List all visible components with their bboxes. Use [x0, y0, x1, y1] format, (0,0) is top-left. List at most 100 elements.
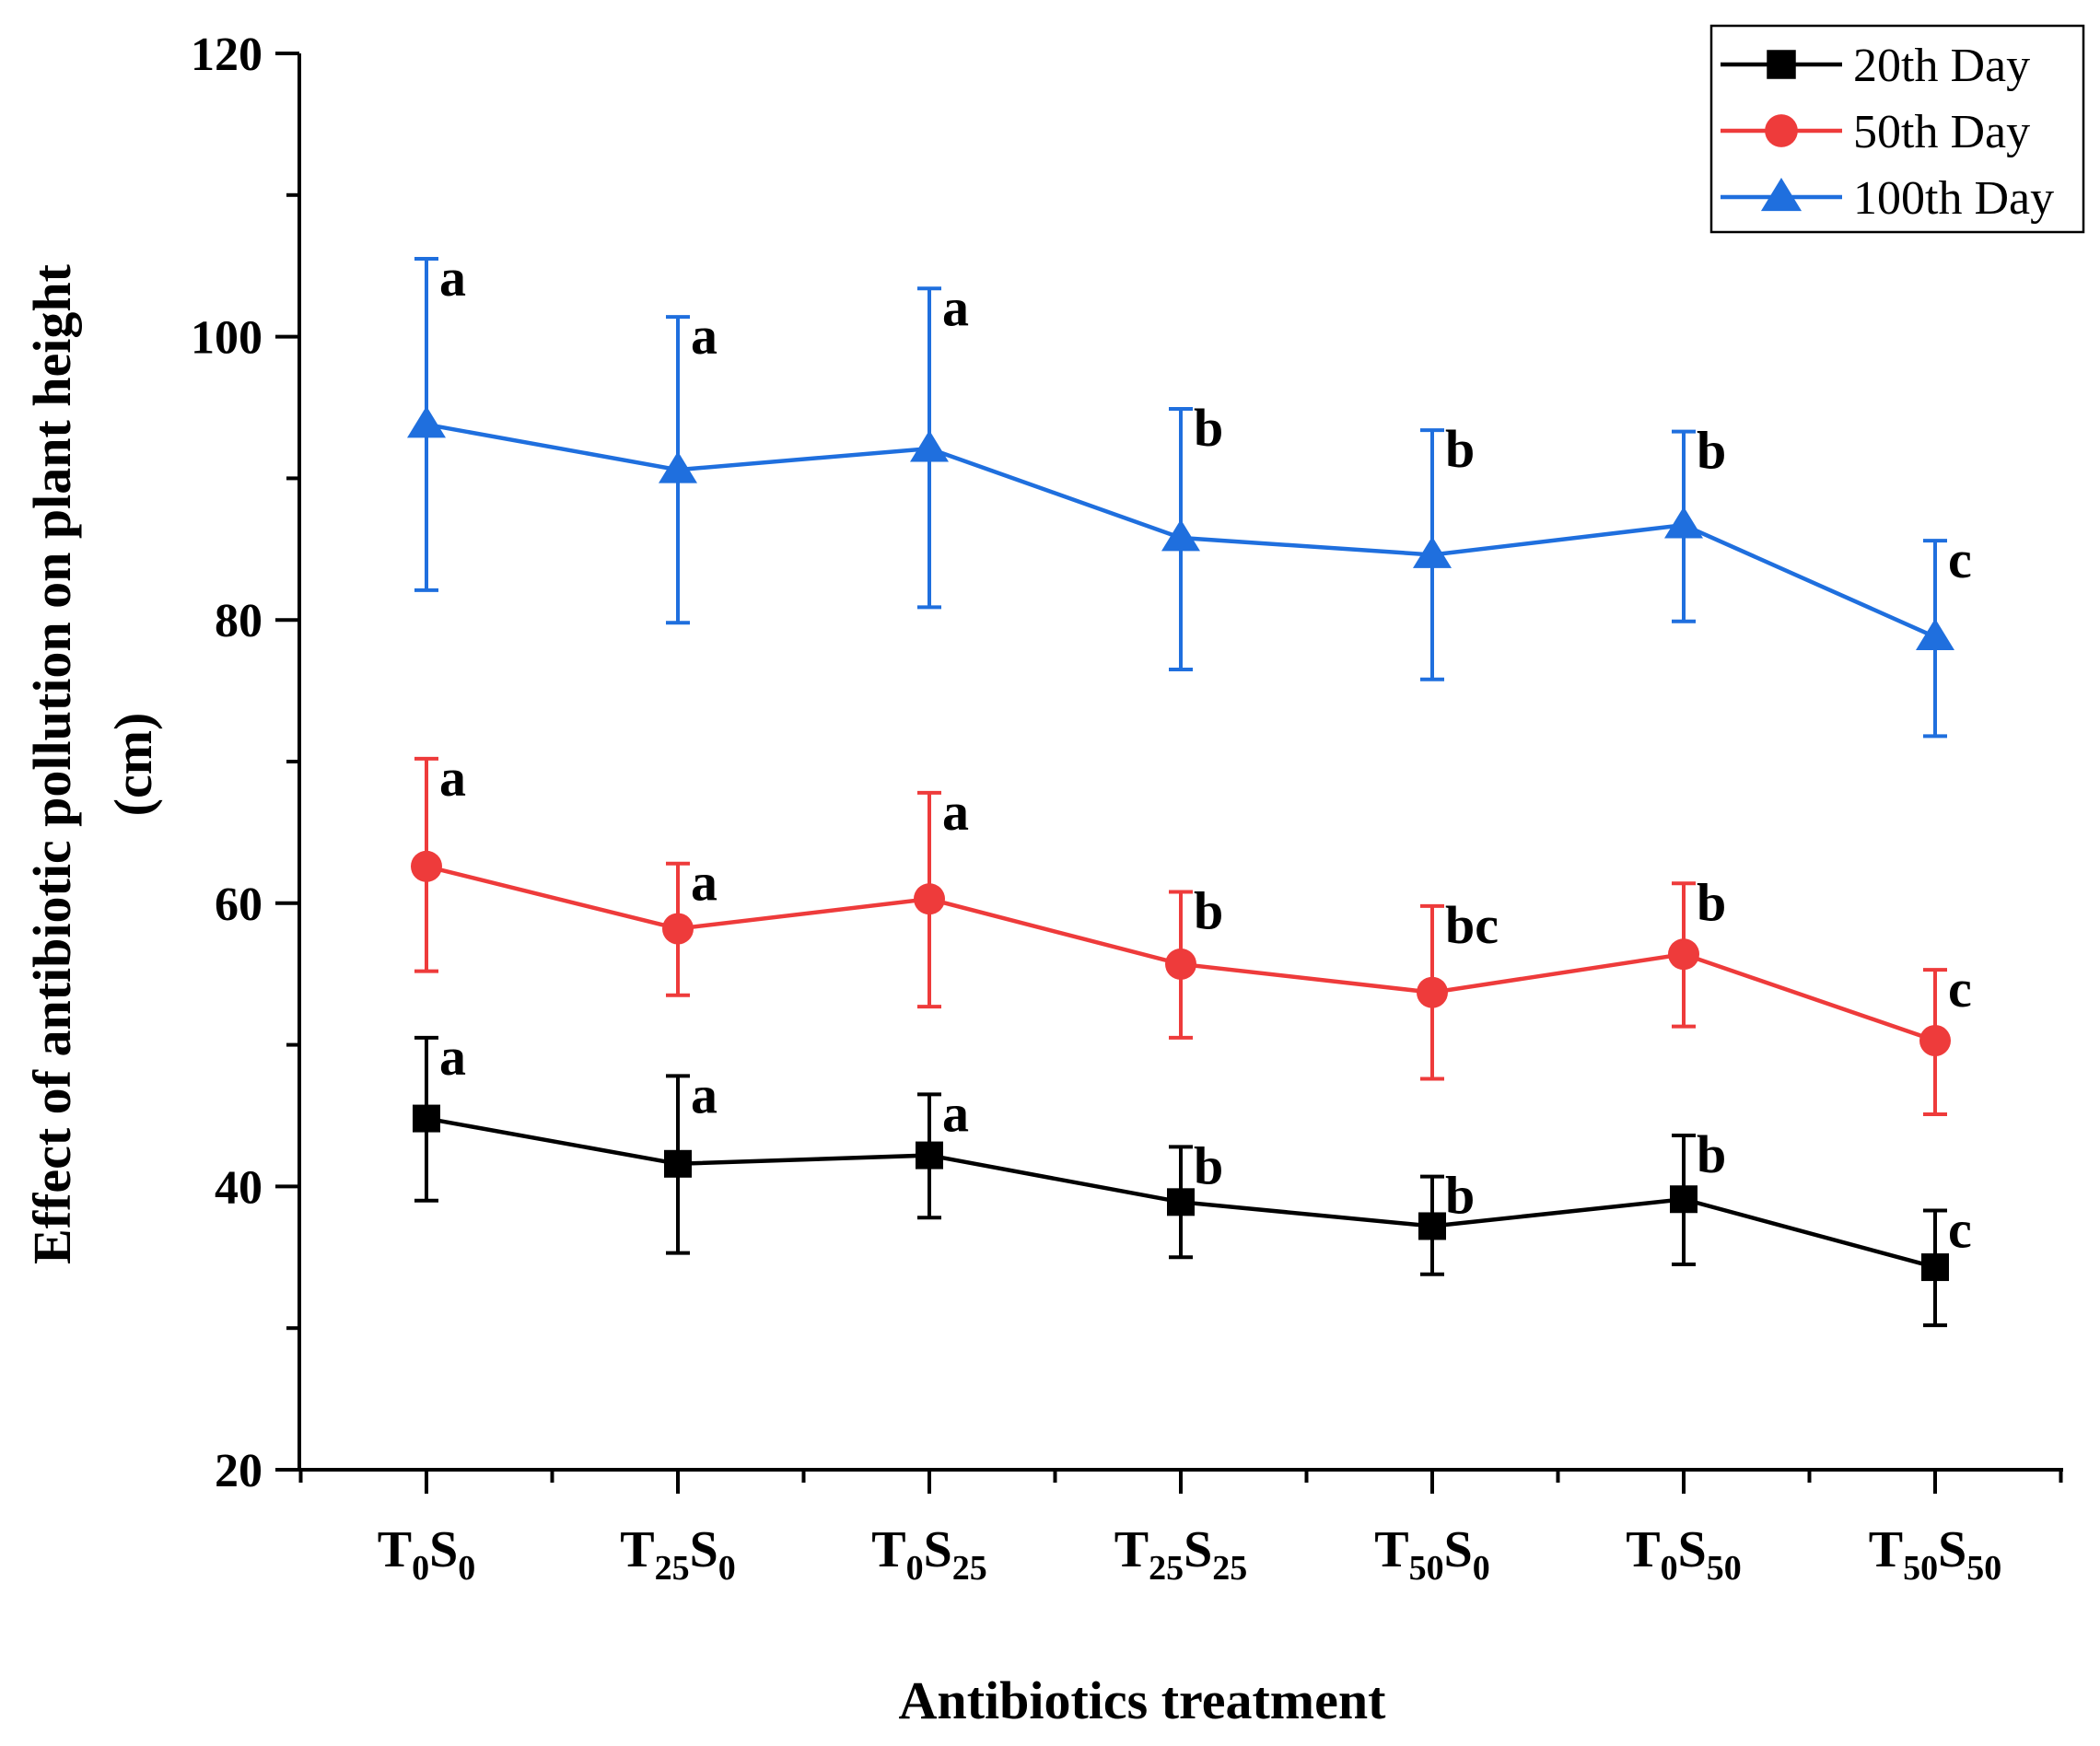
x-tick-label-subscript: 25 — [1212, 1549, 1247, 1588]
y-tick-label: 60 — [215, 879, 262, 931]
significance-letter: b — [1194, 880, 1223, 940]
x-tick-label-subscript: 50 — [1966, 1549, 2001, 1588]
data-point — [411, 850, 442, 882]
significance-letter: b — [1445, 1166, 1475, 1226]
x-tick-label: T0S0 — [378, 1521, 476, 1588]
x-tick-label-base: S — [690, 1521, 718, 1578]
series-50th-day — [411, 756, 1951, 1116]
x-tick-label-base: T — [1114, 1521, 1149, 1578]
y-tick-label: 20 — [215, 1445, 262, 1497]
data-point — [1418, 1212, 1446, 1240]
significance-letter: a — [439, 1027, 466, 1087]
significance-letter: a — [439, 748, 466, 808]
data-point — [407, 405, 446, 438]
legend: 20th Day 50th Day 100th Day — [1709, 24, 2085, 234]
significance-letter: a — [439, 248, 466, 308]
significance-letter: b — [1194, 398, 1223, 458]
series-20th-day — [413, 1035, 1949, 1328]
x-tick-label-base: T — [1869, 1521, 1903, 1578]
legend-marker — [1765, 114, 1798, 147]
data-point — [1417, 976, 1448, 1008]
x-tick-label-base: T — [620, 1521, 654, 1578]
data-point — [910, 430, 949, 462]
data-point — [1670, 1185, 1698, 1214]
series-layer — [407, 257, 1954, 1328]
x-tick-label-subscript: 0 — [718, 1549, 736, 1588]
legend-marker — [1760, 178, 1802, 212]
significance-letter: c — [1948, 530, 1972, 589]
x-tick-label-base: T — [1626, 1521, 1660, 1578]
significance-letter: a — [942, 782, 969, 842]
data-point — [1167, 1188, 1195, 1216]
x-tick-label-subscript: 50 — [1903, 1549, 1938, 1588]
significance-letter: bc — [1445, 895, 1499, 955]
y-tick-label: 40 — [215, 1161, 262, 1214]
significance-letter: b — [1697, 421, 1726, 481]
x-tick-label: T25S25 — [1114, 1521, 1248, 1588]
x-tick-label-base: T — [1374, 1521, 1408, 1578]
y-tick-label: 100 — [191, 312, 262, 365]
significance-letter: a — [691, 306, 718, 366]
x-tick-label: T0S25 — [871, 1521, 987, 1588]
data-point — [664, 1149, 692, 1178]
x-tick-label-subscript: 0 — [1661, 1549, 1678, 1588]
x-tick-label: T0S50 — [1626, 1521, 1742, 1588]
x-tick-label: T50S0 — [1374, 1521, 1490, 1588]
x-tick-label-base: S — [1938, 1521, 1966, 1578]
x-tick-label-subscript: 25 — [1149, 1549, 1184, 1588]
y-axis-title-line2: (cm) — [103, 713, 163, 817]
x-tick-label-subscript: 0 — [906, 1549, 924, 1588]
significance-letter: b — [1697, 1124, 1726, 1184]
significance-letter: b — [1697, 872, 1726, 932]
data-point — [659, 451, 697, 483]
data-point — [1668, 938, 1699, 971]
significance-letter: a — [942, 277, 969, 337]
x-tick-label-base: S — [1184, 1521, 1212, 1578]
data-point — [413, 1104, 440, 1133]
data-point — [1919, 1024, 1951, 1056]
x-tick-label: T25S0 — [620, 1521, 736, 1588]
data-point — [1921, 1253, 1949, 1282]
y-axis-title-line1: Effect of antibiotic pollution on plant … — [22, 263, 82, 1264]
y-ticks: 20 40 60 80 100 120 — [191, 29, 299, 1497]
x-tick-label-subscript: 25 — [655, 1549, 690, 1588]
x-tick-label-subscript: 0 — [412, 1549, 429, 1588]
x-axis-title: Antibiotics treatment — [899, 1670, 1387, 1730]
significance-letter: a — [691, 853, 718, 913]
x-tick-label-subscript: 25 — [952, 1549, 987, 1588]
data-point — [914, 883, 945, 915]
significance-letter: a — [942, 1083, 969, 1143]
x-tick-label-subscript: 0 — [1473, 1549, 1490, 1588]
y-tick-label: 80 — [215, 595, 262, 647]
data-point — [1165, 948, 1196, 980]
x-tick-label-base: S — [924, 1521, 952, 1578]
x-tick-label: T50S50 — [1869, 1521, 2002, 1588]
series-100th-day — [407, 257, 1954, 739]
legend-label: 100th Day — [1853, 172, 2054, 225]
data-point — [662, 913, 694, 945]
x-tick-label-base: T — [378, 1521, 412, 1578]
data-point — [1413, 536, 1452, 568]
significance-letter: b — [1194, 1135, 1223, 1195]
significance-letter: b — [1445, 419, 1475, 479]
x-tick-label-base: S — [429, 1521, 458, 1578]
y-tick-label: 120 — [191, 29, 262, 81]
x-ticks: T0S0 T25S0 T0S25 T25S25 T50S0 T0S50 T50S50 — [298, 1470, 2063, 1588]
x-tick-label-subscript: 0 — [458, 1549, 475, 1588]
legend-marker — [1767, 50, 1796, 79]
x-tick-label-base: S — [1678, 1521, 1707, 1578]
significance-letter: c — [1948, 1200, 1972, 1260]
x-tick-label-base: T — [871, 1521, 905, 1578]
x-tick-label-base: S — [1444, 1521, 1473, 1578]
data-point — [1161, 518, 1200, 552]
data-point — [916, 1141, 943, 1170]
y-axis-title: Effect of antibiotic pollution on plant … — [22, 263, 163, 1264]
data-point — [1664, 506, 1703, 539]
legend-label: 20th Day — [1853, 40, 2030, 92]
x-tick-label-subscript: 50 — [1409, 1549, 1444, 1588]
x-tick-label-subscript: 50 — [1707, 1549, 1742, 1588]
legend-label: 50th Day — [1853, 106, 2030, 158]
significance-letter: a — [691, 1065, 718, 1124]
